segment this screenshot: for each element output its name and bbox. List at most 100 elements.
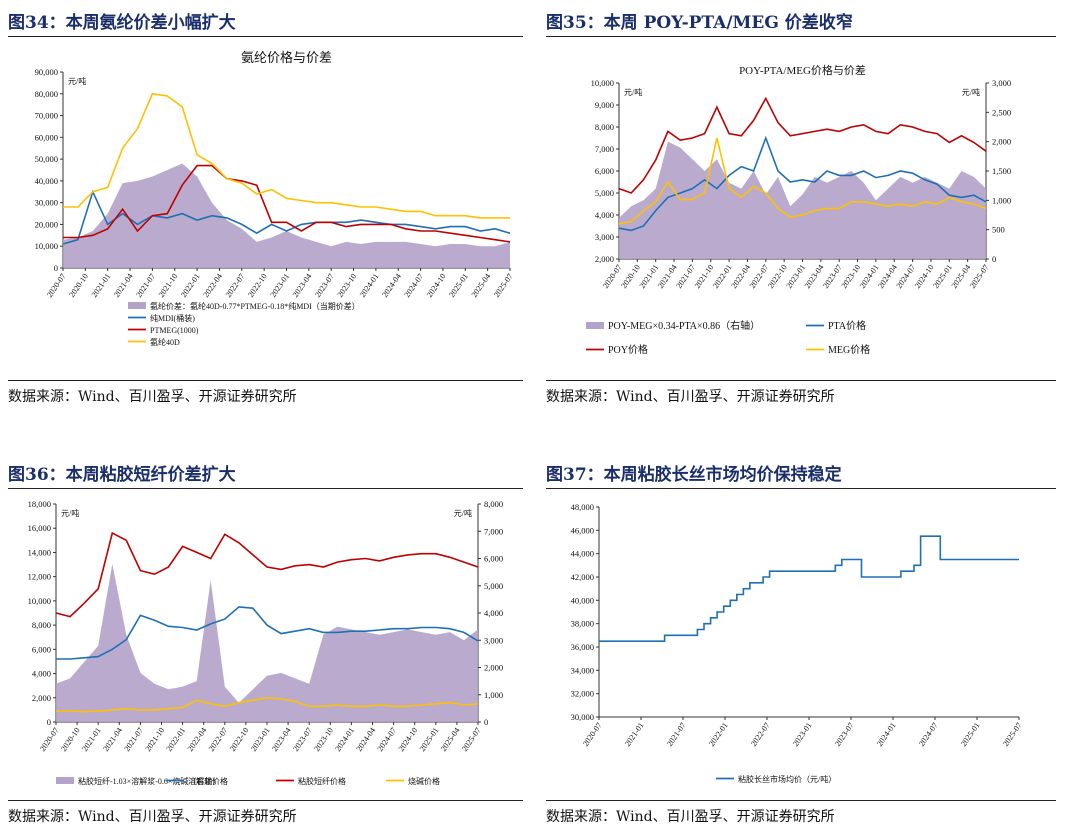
- y-tick-label: 10,000: [591, 78, 614, 88]
- figure-35-panel: 图35：本周 POY-PTA/MEG 价差收窄 POY-PTA/MEG价格与价差…: [546, 6, 1056, 412]
- title-rule: [8, 36, 523, 37]
- x-tick-label: 2021-10: [143, 726, 166, 753]
- figure-title: 图36：本周粘胶短纤价差扩大: [8, 465, 236, 485]
- y-tick-label-right: 2,500: [992, 107, 1011, 117]
- y-tick-label: 5,000: [595, 188, 614, 198]
- y-tick-label: 14,000: [28, 547, 51, 557]
- y-tick-label-right: 3,000: [484, 635, 503, 645]
- x-tick-label: 2024-07: [917, 721, 940, 748]
- x-tick-label: 2024-07: [376, 726, 399, 753]
- figure-title: 图37：本周粘胶长丝市场均价保持稳定: [546, 465, 842, 485]
- series-line: [62, 189, 511, 245]
- y-tick-label-right: 7,000: [484, 526, 503, 536]
- legend-label: MEG价格: [828, 343, 870, 356]
- legend-label: POY价格: [608, 343, 648, 356]
- y-tick-label-right: 1,000: [992, 195, 1011, 205]
- x-tick-label: 2023-01: [268, 272, 291, 299]
- x-tick-label: 2023-01: [791, 721, 814, 748]
- x-tick-label: 2025-04: [439, 726, 462, 753]
- y-tick-label: 4,000: [32, 669, 51, 679]
- x-tick-label: 2022-10: [246, 272, 269, 299]
- legend-label: 溶解浆价格: [188, 776, 228, 786]
- x-tick-label: 2020-07: [38, 726, 61, 753]
- y-tick-label: 50,000: [35, 154, 58, 164]
- figure-title: 图35：本周 POY-PTA/MEG 价差收窄: [546, 13, 853, 33]
- unit-label-right: 元/吨: [454, 508, 472, 518]
- x-tick-label: 2025-01: [418, 726, 441, 753]
- source-note: 数据来源：Wind、百川盈孚、开源证券研究所: [546, 389, 835, 405]
- y-tick-label: 32,000: [571, 689, 594, 699]
- legend-label: PTA价格: [828, 319, 866, 332]
- x-tick-label: 2022-07: [749, 721, 772, 748]
- x-tick-label: 2021-07: [134, 272, 157, 299]
- source-note: 数据来源：Wind、百川盈孚、开源证券研究所: [8, 389, 297, 405]
- y-tick-label: 42,000: [571, 572, 594, 582]
- x-tick-label: 2025-07: [492, 272, 515, 299]
- x-tick-label: 2024-10: [425, 272, 448, 299]
- y-tick-label-right: 0: [992, 254, 996, 264]
- series-line: [618, 135, 987, 232]
- x-tick-label: 2020-07: [45, 272, 68, 299]
- legend-label: 粘胶短纤价格: [298, 776, 346, 786]
- source-rule: [8, 800, 523, 801]
- x-tick-label: 2023-04: [291, 272, 314, 299]
- y-tick-label-right: 500: [992, 225, 1005, 235]
- legend-label: 纯MDI(桶装): [150, 313, 195, 323]
- legend-label: PTMEG(1000): [150, 326, 199, 335]
- y-tick-label: 8,000: [595, 122, 614, 132]
- y-tick-label: 36,000: [571, 642, 594, 652]
- x-tick-label: 2023-07: [291, 726, 314, 753]
- figure-37-panel: 图37：本周粘胶长丝市场均价保持稳定 30,000 32,000 34,000 36,…: [546, 456, 1056, 836]
- x-tick-label: 2023-07: [313, 272, 336, 299]
- x-tick-label: 2021-01: [623, 721, 646, 748]
- y-tick-label: 12,000: [28, 572, 51, 582]
- source-rule: [8, 380, 523, 381]
- y-tick-label: 6,000: [595, 166, 614, 176]
- y-tick-label: 10,000: [35, 241, 58, 251]
- series-area: [63, 163, 510, 268]
- y-tick-label: 4,000: [595, 210, 614, 220]
- series-line: [618, 137, 987, 225]
- x-tick-label: 2022-10: [228, 726, 251, 753]
- legend-label: 氨纶40D: [150, 337, 180, 347]
- x-tick-label: 2021-10: [157, 272, 180, 299]
- unit-label-left: 元/吨: [624, 87, 642, 97]
- y-tick-label: 7,000: [595, 144, 614, 154]
- legend-swatch: [56, 777, 74, 784]
- y-tick-label: 90,000: [35, 67, 58, 77]
- figure-36-panel: 图36：本周粘胶短纤价差扩大 0 2,000 4,000 6,000 8,000 10,0…: [8, 456, 523, 836]
- x-tick-label: 2022-07: [224, 272, 247, 299]
- x-tick-label: 2021-01: [90, 272, 113, 299]
- series-line: [63, 164, 511, 243]
- series-area: [619, 141, 986, 259]
- y-tick-label: 30,000: [35, 198, 58, 208]
- x-tick-label: 2024-04: [354, 726, 377, 753]
- x-tick-label: 2022-01: [165, 726, 188, 753]
- y-tick-label: 16,000: [28, 523, 51, 533]
- x-tick-label: 2023-10: [312, 726, 335, 753]
- series-line: [63, 92, 510, 219]
- y-tick-label-right: 6,000: [484, 554, 503, 564]
- y-tick-label: 10,000: [28, 596, 51, 606]
- series-line: [56, 606, 479, 660]
- x-tick-label: 2022-04: [201, 272, 224, 299]
- y-tick-label: 40,000: [35, 176, 58, 186]
- y-tick-label-right: 0: [484, 717, 488, 727]
- y-tick-label: 48,000: [571, 502, 594, 512]
- chart-svg-36: 0 2,000 4,000 6,000 8,000 10,000 12,000 14,000 1…: [28, 499, 504, 786]
- x-tick-label: 2024-01: [875, 721, 898, 748]
- x-tick-label: 2021-07: [122, 726, 145, 753]
- y-tick-label: 9,000: [595, 100, 614, 110]
- y-tick-label: 0: [54, 263, 58, 273]
- legend-label: 粘胶长丝市场均价（元/吨）: [738, 774, 836, 784]
- legend-label: 氨纶价差：氨纶40D-0.77*PTMEG-0.18*纯MDI（当期价差）: [150, 301, 360, 311]
- chart-svg-34: 氨纶价格与价差 0 10,000 20,000 30,000 40,000 50,000 60…: [35, 50, 515, 347]
- y-tick-label: 3,000: [595, 232, 614, 242]
- x-tick-label: 2022-07: [207, 726, 230, 753]
- x-tick-label: 2023-04: [270, 726, 293, 753]
- x-tick-label: 2021-01: [80, 726, 103, 753]
- unit-label-left: 元/吨: [68, 76, 86, 86]
- chart-title: POY-PTA/MEG价格与价差: [739, 63, 866, 77]
- x-tick-label: 2025-07: [1001, 721, 1024, 748]
- unit-label-left: 元/吨: [61, 508, 79, 518]
